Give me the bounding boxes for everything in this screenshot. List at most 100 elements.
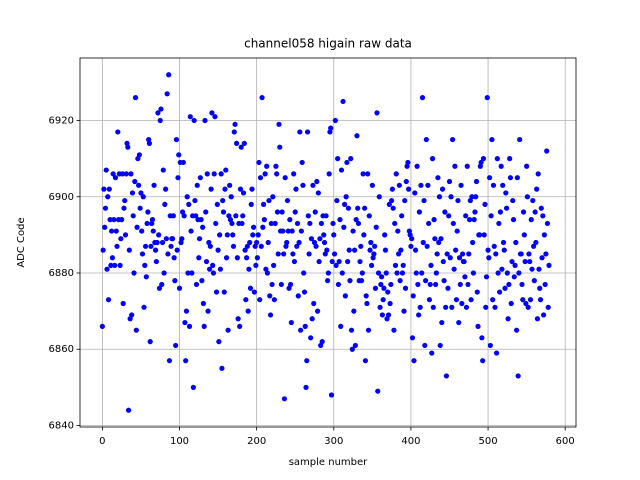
data-point bbox=[250, 224, 257, 230]
data-point bbox=[424, 243, 430, 249]
data-point bbox=[378, 281, 384, 288]
data-point bbox=[154, 239, 160, 246]
data-point bbox=[276, 121, 282, 127]
data-point bbox=[265, 239, 271, 246]
data-point bbox=[435, 175, 441, 181]
data-point bbox=[372, 243, 378, 249]
data-point bbox=[230, 243, 237, 249]
data-point bbox=[230, 232, 236, 238]
data-point bbox=[334, 197, 340, 204]
data-point bbox=[221, 289, 227, 295]
data-point bbox=[245, 308, 251, 314]
data-point bbox=[155, 110, 161, 116]
data-point bbox=[217, 266, 223, 272]
data-point bbox=[159, 239, 166, 246]
data-point bbox=[357, 258, 363, 265]
data-point bbox=[205, 308, 211, 314]
data-point bbox=[260, 224, 266, 230]
data-point bbox=[375, 270, 382, 276]
data-point bbox=[527, 297, 534, 303]
data-point bbox=[285, 228, 291, 234]
data-point bbox=[200, 300, 207, 307]
data-point bbox=[469, 194, 475, 200]
data-point bbox=[231, 129, 237, 135]
data-point bbox=[524, 163, 530, 169]
data-point bbox=[191, 117, 197, 124]
data-point bbox=[402, 197, 408, 204]
data-point bbox=[243, 297, 249, 303]
data-point bbox=[377, 304, 383, 310]
data-point bbox=[544, 148, 550, 154]
data-point bbox=[542, 281, 548, 288]
data-point bbox=[347, 278, 353, 284]
data-point bbox=[389, 197, 395, 204]
data-point bbox=[352, 247, 358, 253]
data-point bbox=[419, 95, 426, 101]
data-point bbox=[142, 262, 148, 268]
data-point bbox=[119, 217, 125, 223]
data-point bbox=[331, 232, 337, 238]
data-point bbox=[348, 327, 355, 333]
data-point bbox=[261, 217, 267, 223]
data-point bbox=[317, 236, 323, 242]
data-point bbox=[489, 136, 495, 143]
data-point bbox=[264, 270, 271, 276]
data-point bbox=[269, 281, 275, 288]
data-point bbox=[143, 274, 149, 280]
data-point bbox=[392, 262, 399, 268]
data-point bbox=[240, 190, 247, 196]
data-point bbox=[528, 217, 534, 223]
data-point bbox=[336, 258, 342, 265]
data-point bbox=[480, 358, 486, 364]
data-point bbox=[213, 220, 219, 227]
data-point bbox=[353, 217, 359, 223]
data-point bbox=[237, 323, 243, 329]
data-point bbox=[193, 281, 200, 288]
data-point bbox=[443, 304, 449, 310]
data-point bbox=[494, 156, 500, 162]
data-point bbox=[147, 339, 153, 345]
data-point bbox=[490, 297, 496, 303]
data-point bbox=[453, 297, 460, 303]
data-point bbox=[200, 224, 206, 230]
data-point bbox=[478, 159, 484, 166]
data-point bbox=[395, 251, 402, 257]
data-point bbox=[390, 205, 396, 211]
data-point bbox=[421, 197, 427, 204]
data-point bbox=[418, 182, 424, 188]
data-point bbox=[491, 243, 497, 249]
data-point bbox=[109, 228, 115, 234]
data-point bbox=[441, 278, 447, 284]
data-point bbox=[291, 171, 297, 177]
data-point bbox=[459, 300, 465, 307]
data-point bbox=[433, 270, 439, 276]
data-point bbox=[325, 270, 331, 276]
data-point bbox=[362, 358, 369, 364]
data-point bbox=[196, 236, 203, 242]
data-point bbox=[321, 239, 328, 246]
data-point bbox=[454, 228, 460, 234]
axes-frame bbox=[79, 57, 577, 428]
data-point bbox=[448, 194, 454, 200]
data-point bbox=[219, 365, 225, 371]
y-tick-label: 6900 bbox=[49, 192, 74, 203]
data-point bbox=[432, 236, 438, 242]
data-point bbox=[362, 205, 368, 211]
data-point bbox=[333, 262, 339, 268]
data-point bbox=[328, 125, 334, 131]
data-point bbox=[453, 247, 459, 253]
data-point bbox=[329, 258, 335, 265]
data-point bbox=[480, 156, 487, 162]
data-point bbox=[475, 323, 481, 329]
data-point bbox=[278, 281, 284, 288]
data-point bbox=[207, 243, 213, 249]
data-point bbox=[297, 129, 303, 135]
data-point bbox=[354, 133, 360, 139]
data-point bbox=[408, 243, 414, 249]
data-point bbox=[463, 304, 470, 310]
data-point bbox=[129, 190, 136, 196]
y-tick-label: 6920 bbox=[49, 116, 74, 127]
data-point bbox=[486, 255, 492, 261]
data-point bbox=[382, 247, 389, 253]
